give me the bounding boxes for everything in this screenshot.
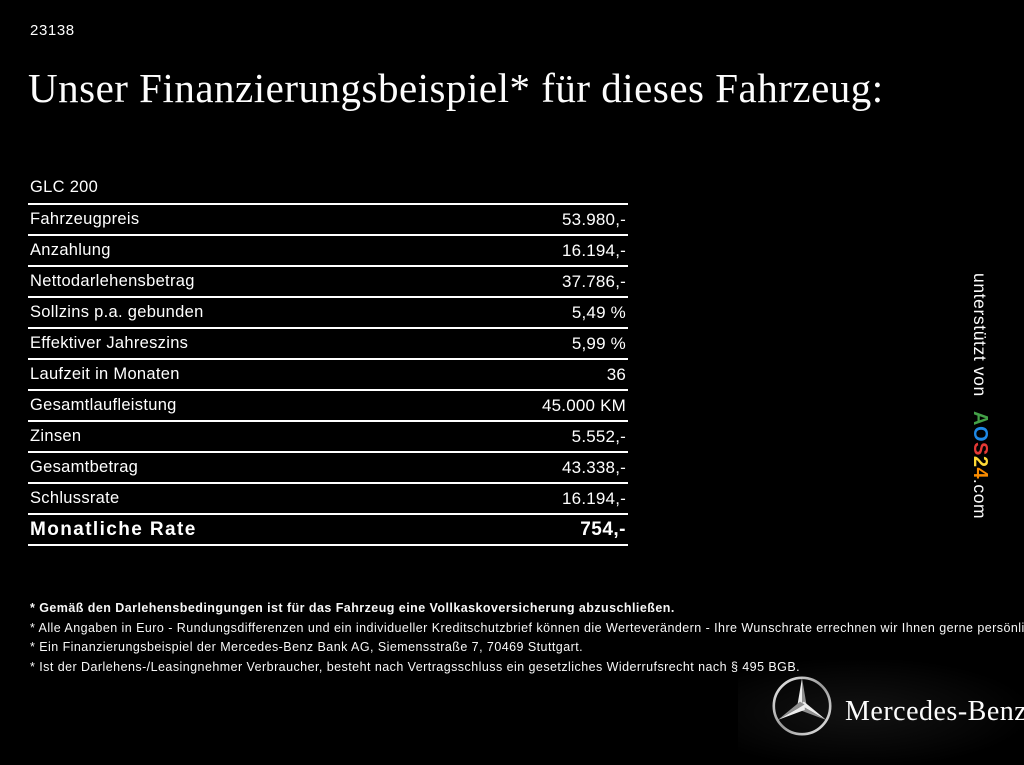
row-value: 37.786,- [562, 271, 626, 291]
page-code: 23138 [30, 22, 75, 39]
aos24-logo: AOS24 [969, 411, 991, 479]
footer-brand-panel [738, 660, 1024, 765]
row-label: Effektiver Jahreszins [30, 334, 189, 352]
row-value: 43.338,- [562, 457, 626, 477]
aos24-tld: .com [970, 478, 990, 520]
monthly-rate-value: 754,- [580, 518, 626, 540]
row-value: 45.000 KM [541, 395, 626, 415]
footnote-line: * Alle Angaben in Euro - Rundungsdiffere… [30, 620, 1024, 635]
vehicle-model-label: GLC 200 [30, 178, 99, 196]
row-label: Nettodarlehensbetrag [30, 272, 195, 290]
supported-by-text: unterstützt von [970, 273, 990, 397]
table-row: Anzahlung 16.194,- [28, 234, 628, 265]
table-row: Laufzeit in Monaten 36 [28, 358, 628, 389]
aos24-letter: S [969, 441, 991, 456]
footnote-line: * Ein Finanzierungsbeispiel der Mercedes… [30, 640, 584, 654]
row-label: Sollzins p.a. gebunden [30, 303, 204, 321]
row-label: Gesamtlaufleistung [30, 396, 177, 414]
table-row: Sollzins p.a. gebunden 5,49 % [28, 296, 628, 327]
aos24-letter: A [969, 410, 991, 426]
row-label: Gesamtbetrag [30, 458, 139, 476]
footnote-line: * Ist der Darlehens-/Leasingnehmer Verbr… [30, 659, 801, 674]
monthly-rate-row: Monatliche Rate 754,- [28, 513, 628, 546]
row-value: 36 [606, 364, 626, 384]
row-label: Fahrzeugpreis [30, 210, 140, 228]
row-label: Schlussrate [30, 489, 120, 507]
table-row: Gesamtlaufleistung 45.000 KM [28, 389, 628, 420]
supported-by-sidebar: unterstützt von AOS24.com [968, 273, 991, 519]
row-value: 5,49 % [571, 302, 626, 322]
row-value: 53.980,- [562, 209, 626, 229]
page-title: Unser Finanzierungsbeispiel* für dieses … [28, 65, 884, 111]
footnote-line: * Gemäß den Darlehensbedingungen ist für… [30, 601, 675, 615]
aos24-letter: O [969, 425, 991, 442]
mercedes-star-icon [772, 676, 832, 736]
row-value: 5,99 % [571, 333, 626, 353]
aos24-letter: 4 [969, 467, 991, 479]
mercedes-benz-wordmark: Mercedes-Benz [845, 696, 1024, 727]
row-value: 16.194,- [562, 240, 626, 260]
row-value: 5.552,- [571, 426, 626, 446]
table-row: Fahrzeugpreis 53.980,- [28, 203, 628, 234]
table-row: Schlussrate 16.194,- [28, 482, 628, 513]
table-row: Nettodarlehensbetrag 37.786,- [28, 265, 628, 296]
footnotes: * Gemäß den Darlehensbedingungen ist für… [30, 599, 1024, 677]
monthly-rate-label: Monatliche Rate [30, 518, 197, 540]
row-label: Laufzeit in Monaten [30, 365, 180, 383]
financing-table: GLC 200 Fahrzeugpreis 53.980,- Anzahlung… [28, 176, 628, 546]
row-label: Zinsen [30, 427, 82, 445]
aos24-letter: 2 [969, 455, 991, 468]
table-row: Gesamtbetrag 43.338,- [28, 451, 628, 482]
row-value: 16.194,- [562, 488, 626, 508]
row-label: Anzahlung [30, 241, 111, 259]
table-row: Effektiver Jahreszins 5,99 % [28, 327, 628, 358]
table-row: Zinsen 5.552,- [28, 420, 628, 451]
